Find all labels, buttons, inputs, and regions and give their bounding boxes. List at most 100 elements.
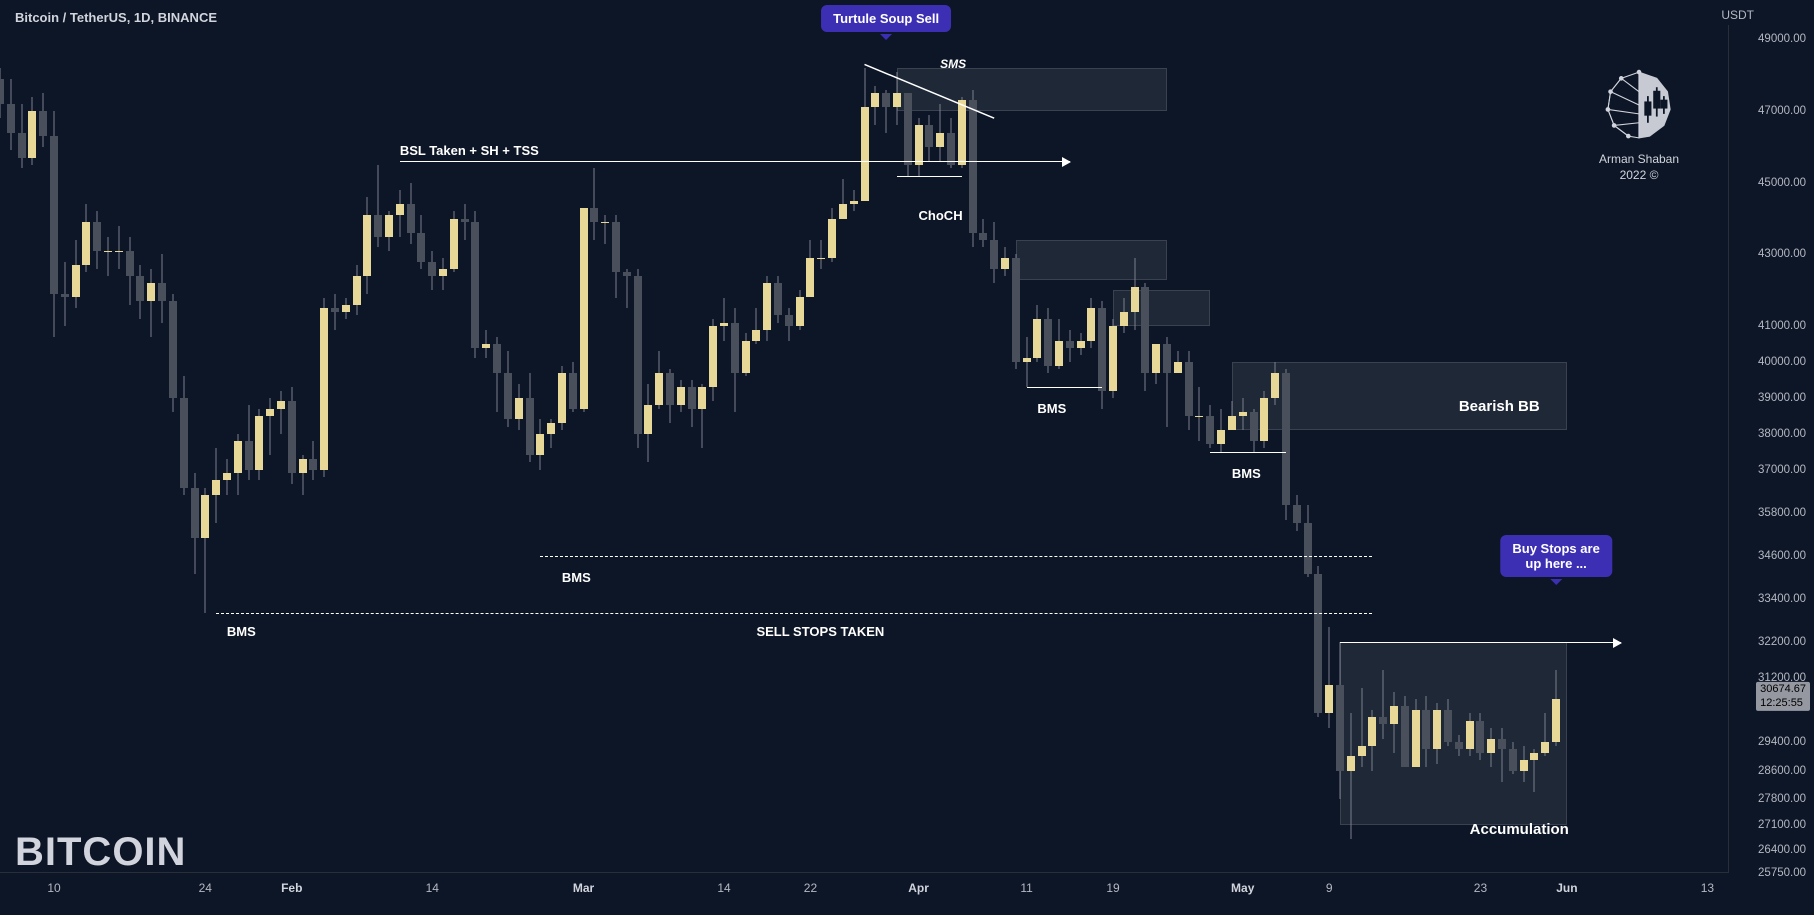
x-axis: 1024Feb14Mar1422Apr1119May923Jun13	[0, 873, 1729, 915]
arrow-buy-stops	[1340, 642, 1621, 643]
y-tick: 29400.00	[1758, 736, 1806, 748]
lbl-bms-low: BMS	[562, 570, 591, 585]
candle	[1541, 713, 1549, 756]
y-tick: 49000.00	[1758, 33, 1806, 45]
candle	[1466, 713, 1474, 756]
candle	[915, 118, 923, 175]
y-tick: 45000.00	[1758, 177, 1806, 189]
x-tick: 11	[1020, 881, 1032, 895]
candle	[1239, 398, 1247, 430]
candle	[342, 298, 350, 320]
candle	[61, 262, 69, 327]
candle	[742, 333, 750, 376]
candle	[1185, 351, 1193, 430]
candle	[1444, 699, 1452, 746]
lbl-choch: ChoCH	[919, 208, 963, 223]
candle	[709, 319, 717, 401]
candle	[461, 204, 469, 240]
candle	[882, 90, 890, 133]
candle	[1422, 696, 1430, 768]
candle	[569, 362, 577, 412]
candle	[1174, 351, 1182, 373]
x-tick: Jun	[1556, 881, 1577, 895]
candle	[536, 419, 544, 469]
brand-name: Arman Shaban	[1594, 152, 1684, 166]
candle	[417, 215, 425, 269]
candle	[471, 211, 479, 358]
candle	[363, 197, 371, 294]
candle	[1358, 688, 1366, 767]
candle	[18, 104, 26, 169]
y-tick: 37000.00	[1758, 464, 1806, 476]
candle	[353, 265, 361, 315]
x-tick: 14	[426, 881, 439, 895]
candle	[115, 226, 123, 269]
candle	[774, 276, 782, 323]
lbl-bms-left: BMS	[227, 624, 256, 639]
candle	[1163, 337, 1171, 427]
candle	[191, 473, 199, 573]
candle	[547, 419, 555, 448]
y-tick: 33400.00	[1758, 593, 1806, 605]
candle	[1390, 692, 1398, 753]
candle	[450, 211, 458, 272]
candle	[861, 68, 869, 201]
y-tick: 28600.00	[1758, 765, 1806, 777]
x-tick: 22	[804, 881, 817, 895]
candle	[374, 165, 382, 247]
candle	[493, 337, 501, 412]
candle	[1509, 742, 1517, 774]
x-tick: 10	[47, 881, 60, 895]
candle	[288, 387, 296, 484]
x-tick: 13	[1701, 881, 1714, 895]
brand-logo: Arman Shaban 2022 ©	[1594, 65, 1684, 182]
candle	[1228, 401, 1236, 430]
candle	[1033, 305, 1041, 362]
candle	[731, 308, 739, 412]
candle	[1520, 746, 1528, 782]
candle	[1325, 627, 1333, 727]
candle	[126, 237, 134, 305]
candle	[1293, 495, 1301, 531]
candle	[331, 294, 339, 330]
candle	[925, 115, 933, 162]
candle	[1109, 319, 1117, 398]
candle	[655, 351, 663, 408]
chart-plot-area[interactable]: BSL Taken + SH + TSSSMSChoCHBMSBMSBMSBMS…	[0, 25, 1729, 873]
candle	[1217, 409, 1225, 452]
candle	[245, 405, 253, 480]
y-tick: 47000.00	[1758, 105, 1806, 117]
x-tick: 19	[1106, 881, 1119, 895]
candle	[39, 93, 47, 147]
candle	[0, 68, 4, 118]
candle	[277, 391, 285, 434]
candle	[93, 211, 101, 268]
candle	[396, 190, 404, 237]
candle	[1368, 710, 1376, 771]
x-tick: Mar	[573, 881, 594, 895]
y-tick: 38000.00	[1758, 428, 1806, 440]
candle	[979, 219, 987, 248]
candle	[255, 409, 263, 481]
candle	[266, 398, 274, 455]
candle	[439, 258, 447, 290]
lbl-sms: SMS	[940, 57, 966, 71]
candle	[1401, 696, 1409, 768]
candle	[1120, 298, 1128, 334]
lbl-accumulation: Accumulation	[1470, 821, 1569, 838]
candle	[558, 366, 566, 431]
candle	[850, 190, 858, 212]
candle	[806, 240, 814, 297]
candle	[180, 376, 188, 494]
candle	[1271, 362, 1279, 405]
candle	[482, 330, 490, 359]
candle	[158, 254, 166, 322]
x-tick: 23	[1474, 881, 1487, 895]
candle	[828, 208, 836, 262]
candle	[72, 240, 80, 308]
lbl-bearish-bb: Bearish BB	[1459, 398, 1540, 415]
candle	[147, 269, 155, 337]
candle	[936, 104, 944, 161]
x-tick: 14	[717, 881, 730, 895]
y-tick: 40000.00	[1758, 356, 1806, 368]
